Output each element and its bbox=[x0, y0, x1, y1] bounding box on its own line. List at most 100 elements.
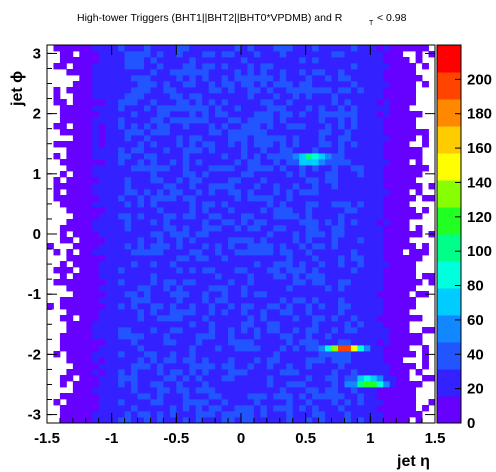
heatmap-cell bbox=[376, 81, 384, 88]
color-scale-segment bbox=[437, 99, 461, 127]
heatmap-cell bbox=[241, 249, 248, 256]
heatmap-cell bbox=[124, 339, 132, 346]
heatmap-cell bbox=[241, 51, 248, 58]
heatmap-cell bbox=[221, 267, 229, 274]
heatmap-cell bbox=[169, 357, 177, 364]
heatmap-cell bbox=[299, 309, 307, 316]
heatmap-cell bbox=[150, 351, 158, 358]
heatmap-cell bbox=[402, 387, 410, 394]
heatmap-cell bbox=[202, 369, 210, 376]
heatmap-cell bbox=[195, 117, 203, 124]
heatmap-cell bbox=[131, 207, 138, 214]
heatmap-cell bbox=[92, 135, 100, 142]
heatmap-cell bbox=[85, 57, 93, 64]
heatmap-cell bbox=[85, 369, 93, 376]
heatmap-cell bbox=[383, 375, 391, 382]
heatmap-cell bbox=[273, 363, 281, 370]
heatmap-cell bbox=[72, 171, 80, 178]
heatmap-cell bbox=[299, 75, 307, 82]
heatmap-cell bbox=[215, 147, 222, 154]
heatmap-cell bbox=[228, 147, 235, 154]
heatmap-cell bbox=[363, 105, 371, 112]
heatmap-cell bbox=[92, 243, 100, 250]
heatmap-cell bbox=[247, 111, 255, 118]
heatmap-cell bbox=[118, 267, 125, 274]
heatmap-cell bbox=[79, 99, 87, 106]
heatmap-cell bbox=[350, 93, 358, 100]
heatmap-cell bbox=[402, 87, 410, 94]
heatmap-cell bbox=[331, 351, 339, 358]
heatmap-cell bbox=[286, 135, 294, 142]
heatmap-cell bbox=[241, 75, 248, 82]
heatmap-cell bbox=[202, 93, 210, 100]
heatmap-cell bbox=[331, 189, 339, 196]
heatmap-cell bbox=[266, 231, 274, 238]
heatmap-cell bbox=[409, 393, 416, 400]
heatmap-cell bbox=[312, 267, 319, 274]
heatmap-cell bbox=[163, 69, 171, 76]
heatmap-cell bbox=[202, 189, 210, 196]
heatmap-cell bbox=[376, 291, 384, 298]
heatmap-cell bbox=[221, 189, 229, 196]
heatmap-cell bbox=[292, 333, 300, 340]
heatmap-cell bbox=[422, 243, 429, 250]
heatmap-cell bbox=[176, 75, 184, 82]
heatmap-cell bbox=[286, 51, 294, 58]
heatmap-cell bbox=[344, 315, 352, 322]
heatmap-cell bbox=[344, 309, 352, 316]
heatmap-cell bbox=[144, 363, 151, 370]
heatmap-cell bbox=[266, 189, 274, 196]
heatmap-cell bbox=[350, 231, 358, 238]
heatmap-cell bbox=[415, 165, 423, 172]
heatmap-cell bbox=[169, 45, 177, 52]
heatmap-cell bbox=[363, 261, 371, 268]
heatmap-cell bbox=[182, 321, 190, 328]
heatmap-cell bbox=[422, 81, 429, 88]
heatmap-cell bbox=[389, 213, 397, 220]
heatmap-cell bbox=[415, 159, 423, 166]
heatmap-cell bbox=[331, 237, 339, 244]
heatmap-cell bbox=[273, 291, 281, 298]
heatmap-cell bbox=[228, 75, 235, 82]
heatmap-cell bbox=[344, 63, 352, 70]
heatmap-cell bbox=[79, 333, 87, 340]
heatmap-cell bbox=[105, 411, 113, 418]
heatmap-cell bbox=[292, 123, 300, 130]
heatmap-cell bbox=[318, 129, 326, 136]
heatmap-cell bbox=[402, 243, 410, 250]
heatmap-cell bbox=[338, 345, 345, 352]
heatmap-cell bbox=[376, 129, 384, 136]
heatmap-cell bbox=[260, 333, 268, 340]
heatmap-cell bbox=[331, 219, 339, 226]
heatmap-cell bbox=[182, 255, 190, 262]
heatmap-cell bbox=[286, 333, 294, 340]
y-axis-title: jet ϕ bbox=[9, 71, 26, 107]
heatmap-cell bbox=[208, 207, 216, 214]
heatmap-cell bbox=[195, 363, 203, 370]
heatmap-cell bbox=[389, 177, 397, 184]
heatmap-cell bbox=[208, 195, 216, 202]
heatmap-cell bbox=[253, 261, 261, 268]
heatmap-cell bbox=[376, 351, 384, 358]
heatmap-cell bbox=[409, 63, 416, 70]
heatmap-cell bbox=[344, 357, 352, 364]
heatmap-cell bbox=[422, 63, 429, 70]
heatmap-cell bbox=[156, 141, 164, 148]
heatmap-cell bbox=[376, 165, 384, 172]
heatmap-cell bbox=[325, 207, 332, 214]
heatmap-cell bbox=[163, 369, 171, 376]
heatmap-cell bbox=[402, 237, 410, 244]
heatmap-cell bbox=[344, 285, 352, 292]
heatmap-cell bbox=[325, 399, 332, 406]
heatmap-cell bbox=[156, 189, 164, 196]
heatmap-cell bbox=[357, 357, 365, 364]
heatmap-cell bbox=[357, 297, 365, 304]
heatmap-cell bbox=[156, 93, 164, 100]
heatmap-cell bbox=[111, 363, 119, 370]
heatmap-cell bbox=[215, 381, 222, 388]
heatmap-cell bbox=[350, 237, 358, 244]
heatmap-cell bbox=[118, 393, 125, 400]
heatmap-cell bbox=[208, 369, 216, 376]
heatmap-cell bbox=[383, 333, 391, 340]
heatmap-cell bbox=[383, 417, 391, 424]
